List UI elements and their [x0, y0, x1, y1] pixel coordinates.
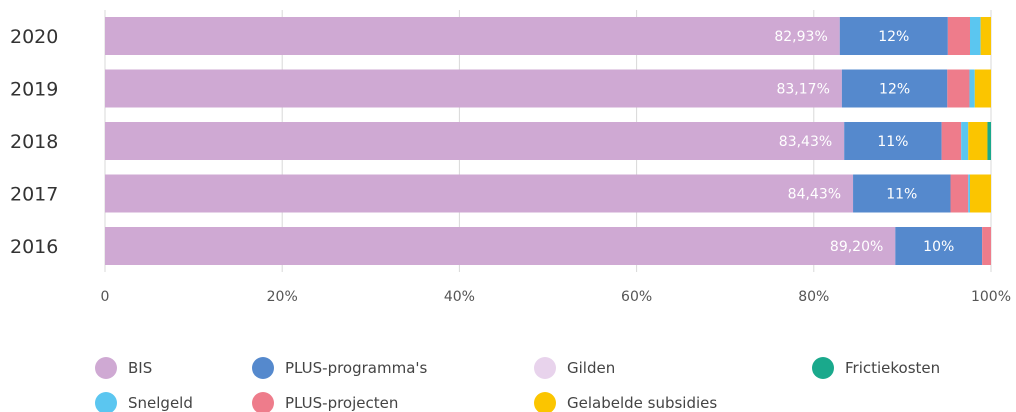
x-tick-label: 40% — [444, 289, 475, 305]
x-tick-label: 0 — [101, 289, 110, 305]
legend: BIS PLUS-programma's Gilden Frictiekosten Sn… — [95, 357, 940, 412]
legend-swatch-gilden — [534, 357, 556, 379]
data-label-plus-programma-s: 12% — [879, 82, 910, 98]
legend-swatch-frictiekosten — [812, 357, 834, 379]
x-axis-ticks: 0 20% 40% 60% 80% 100% — [101, 289, 1011, 305]
data-label-bis: 89,20% — [830, 239, 883, 255]
category-label: 2019 — [10, 79, 58, 101]
x-tick-label: 20% — [267, 289, 298, 305]
legend-label-frictiekosten: Frictiekosten — [845, 359, 940, 377]
legend-swatch-plus-projecten — [252, 392, 274, 412]
data-label-plus-programma-s: 12% — [878, 29, 909, 45]
bar-segment-gelabelde-subsidies — [980, 17, 991, 55]
bars: 82,93% 12% 83,17% 12% 83,43% 11% 84,43% 11% 89,2… — [105, 17, 991, 265]
bar-segment-plus-programma-s — [839, 17, 948, 55]
bar-segment-plus-programma-s — [841, 69, 948, 108]
legend-label-gilden: Gilden — [567, 359, 615, 377]
x-tick-label: 60% — [621, 289, 652, 305]
bar-segment-snelgeld — [970, 17, 981, 55]
category-label: 2018 — [10, 131, 58, 153]
data-label-bis: 83,17% — [776, 82, 829, 98]
legend-label-plus-programma-s: PLUS-programma's — [285, 359, 428, 377]
bar-segment-bis — [105, 174, 854, 213]
bar-segment-plus-projecten — [982, 227, 991, 265]
bar-segment-bis — [105, 69, 842, 108]
bar-segment-snelgeld — [961, 122, 969, 160]
bar-segment-gelabelde-subsidies — [970, 174, 991, 213]
x-tick-label: 80% — [798, 289, 829, 305]
legend-label-bis: BIS — [128, 359, 152, 377]
bar-segment-bis — [105, 227, 896, 265]
bar-segment-snelgeld — [969, 69, 975, 108]
bar-segment-plus-programma-s — [895, 227, 983, 265]
bar-segment-bis — [105, 17, 840, 55]
bar-segment-plus-programma-s — [853, 174, 951, 213]
data-label-bis: 84,43% — [788, 187, 841, 203]
bar-segment-bis — [105, 122, 845, 160]
bar-segment-gelabelde-subsidies — [968, 122, 988, 160]
bar-segment-plus-projecten — [947, 17, 971, 55]
legend-label-gelabelde-subsidies: Gelabelde subsidies — [567, 394, 717, 412]
data-label-bis: 82,93% — [774, 29, 827, 45]
bar-segment-plus-programma-s — [844, 122, 942, 160]
x-tick-label: 100% — [971, 289, 1011, 305]
legend-label-plus-projecten: PLUS-projecten — [285, 394, 398, 412]
data-label-plus-programma-s: 11% — [877, 134, 908, 150]
legend-swatch-gelabelde-subsidies — [534, 392, 556, 412]
category-label: 2020 — [10, 26, 58, 48]
data-label-plus-programma-s: 11% — [886, 187, 917, 203]
legend-swatch-snelgeld — [95, 392, 117, 412]
bar-segment-gelabelde-subsidies — [974, 69, 991, 108]
bar-segment-plus-projecten — [950, 174, 969, 213]
bar-segment-frictiekosten — [987, 122, 991, 160]
bar-segment-plus-projecten — [941, 122, 962, 160]
data-label-bis: 83,43% — [779, 134, 832, 150]
category-labels: 2020 2019 2018 2017 2016 — [10, 26, 58, 258]
legend-swatch-plus-programma-s — [252, 357, 274, 379]
category-label: 2017 — [10, 184, 58, 206]
data-label-plus-programma-s: 10% — [923, 239, 954, 255]
bar-segment-snelgeld — [968, 174, 971, 213]
category-label: 2016 — [10, 236, 58, 258]
bar-segment-plus-projecten — [947, 69, 970, 108]
legend-label-snelgeld: Snelgeld — [128, 394, 193, 412]
legend-swatch-bis — [95, 357, 117, 379]
